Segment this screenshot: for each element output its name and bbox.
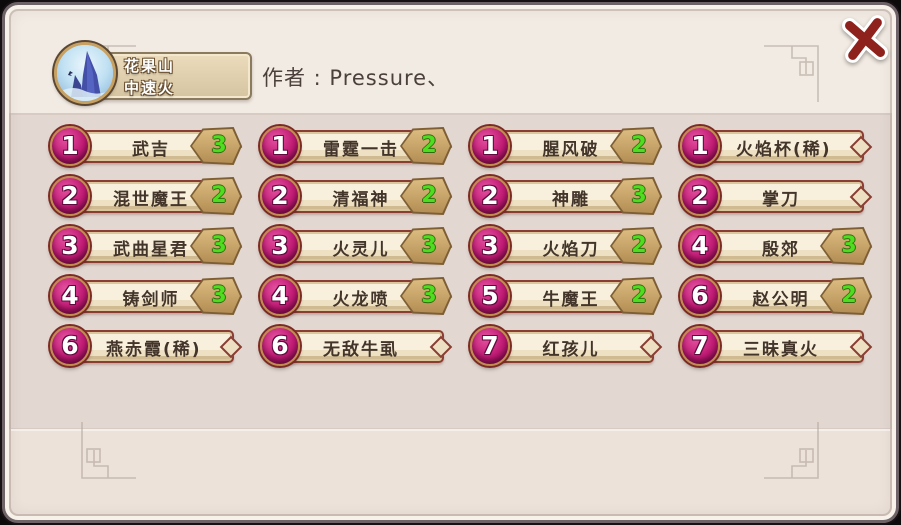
- deck-card[interactable]: 牛魔王 5 2: [470, 275, 662, 317]
- card-name: 腥风破: [542, 140, 600, 160]
- deck-card[interactable]: 掌刀 2: [680, 175, 868, 217]
- deck-card[interactable]: 腥风破 1 2: [470, 125, 662, 167]
- deck-title: 花果山 中速火: [124, 55, 254, 99]
- card-name-plate: 三昧真火: [698, 330, 864, 363]
- corner-ornament-icon: [66, 416, 142, 492]
- deck-card[interactable]: 殷郊 4 3: [680, 225, 872, 267]
- card-name: 神雕: [552, 190, 590, 210]
- card-name: 火灵儿: [332, 240, 390, 260]
- card-name: 武曲星君: [113, 240, 189, 260]
- card-name: 殷郊: [762, 240, 800, 260]
- deck-card[interactable]: 火焰杯(稀) 1: [680, 125, 868, 167]
- deck-grid: 武吉 1 3 雷霆一击 1 2 腥风破 1 2 火焰杯(稀) 1: [50, 125, 872, 367]
- card-count-tag: 2: [610, 227, 662, 265]
- card-name: 火龙喷: [332, 290, 390, 310]
- card-cost-badge: 3: [50, 226, 90, 266]
- card-name: 清福神: [332, 190, 390, 210]
- deck-card[interactable]: 神雕 2 3: [470, 175, 662, 217]
- card-cost-badge: 2: [260, 176, 300, 216]
- close-button[interactable]: [838, 12, 892, 66]
- card-cost-badge: 6: [260, 326, 300, 366]
- deck-card[interactable]: 红孩儿 7: [470, 325, 658, 367]
- card-name: 无敌牛虱: [323, 340, 399, 360]
- card-cost-badge: 2: [470, 176, 510, 216]
- card-cost-badge: 1: [50, 126, 90, 166]
- deck-card[interactable]: 清福神 2 2: [260, 175, 452, 217]
- deck-card[interactable]: 雷霆一击 1 2: [260, 125, 452, 167]
- card-name: 雷霆一击: [323, 140, 399, 160]
- card-cost-badge: 3: [260, 226, 300, 266]
- deck-title-line2: 中速火: [124, 79, 176, 97]
- card-name: 三昧真火: [743, 340, 819, 360]
- card-name: 牛魔王: [542, 290, 600, 310]
- card-cost-badge: 1: [680, 126, 720, 166]
- card-cost-badge: 5: [470, 276, 510, 316]
- card-name-plate: 红孩儿: [488, 330, 654, 363]
- card-name: 红孩儿: [542, 340, 600, 360]
- card-cost-badge: 7: [680, 326, 720, 366]
- content-footer-divider: [11, 429, 890, 431]
- card-name: 燕赤霞(稀): [106, 340, 202, 360]
- card-cost-badge: 6: [680, 276, 720, 316]
- card-name-plate: 火焰杯(稀): [698, 130, 864, 163]
- card-name-plate: 无敌牛虱: [278, 330, 444, 363]
- deck-title-line1: 花果山: [124, 57, 176, 75]
- card-name-plate: 掌刀: [698, 180, 864, 213]
- card-name: 赵公明: [752, 290, 810, 310]
- card-cost-badge: 4: [50, 276, 90, 316]
- card-cost-badge: 2: [680, 176, 720, 216]
- card-cost-badge: 1: [260, 126, 300, 166]
- card-cost-badge: 7: [470, 326, 510, 366]
- card-cost-badge: 6: [50, 326, 90, 366]
- card-name-plate: 燕赤霞(稀): [68, 330, 234, 363]
- card-name: 火焰杯(稀): [736, 140, 832, 160]
- card-cost-badge: 1: [470, 126, 510, 166]
- deck-card[interactable]: 火龙喷 4 3: [260, 275, 452, 317]
- card-name: 掌刀: [762, 190, 800, 210]
- deck-card[interactable]: 赵公明 6 2: [680, 275, 872, 317]
- deck-card[interactable]: 铸剑师 4 3: [50, 275, 242, 317]
- corner-ornament-icon: [758, 416, 834, 492]
- deck-card[interactable]: 混世魔王 2 2: [50, 175, 242, 217]
- corner-ornament-icon: [758, 32, 834, 108]
- author-label: 作者 : Pressure、: [262, 66, 450, 90]
- deck-card[interactable]: 火灵儿 3 3: [260, 225, 452, 267]
- card-cost-badge: 3: [470, 226, 510, 266]
- deck-card[interactable]: 燕赤霞(稀) 6: [50, 325, 238, 367]
- header-content-divider: [11, 113, 890, 115]
- deck-card[interactable]: 武曲星君 3 3: [50, 225, 242, 267]
- deck-avatar-icon[interactable]: [54, 42, 116, 104]
- deck-card[interactable]: 火焰刀 3 2: [470, 225, 662, 267]
- card-name: 武吉: [132, 140, 170, 160]
- card-name: 铸剑师: [122, 290, 180, 310]
- card-cost-badge: 4: [260, 276, 300, 316]
- card-cost-badge: 4: [680, 226, 720, 266]
- deck-card[interactable]: 武吉 1 3: [50, 125, 242, 167]
- card-cost-badge: 2: [50, 176, 90, 216]
- card-name: 火焰刀: [542, 240, 600, 260]
- card-name: 混世魔王: [113, 190, 189, 210]
- deck-card[interactable]: 三昧真火 7: [680, 325, 868, 367]
- deck-card[interactable]: 无敌牛虱 6: [260, 325, 448, 367]
